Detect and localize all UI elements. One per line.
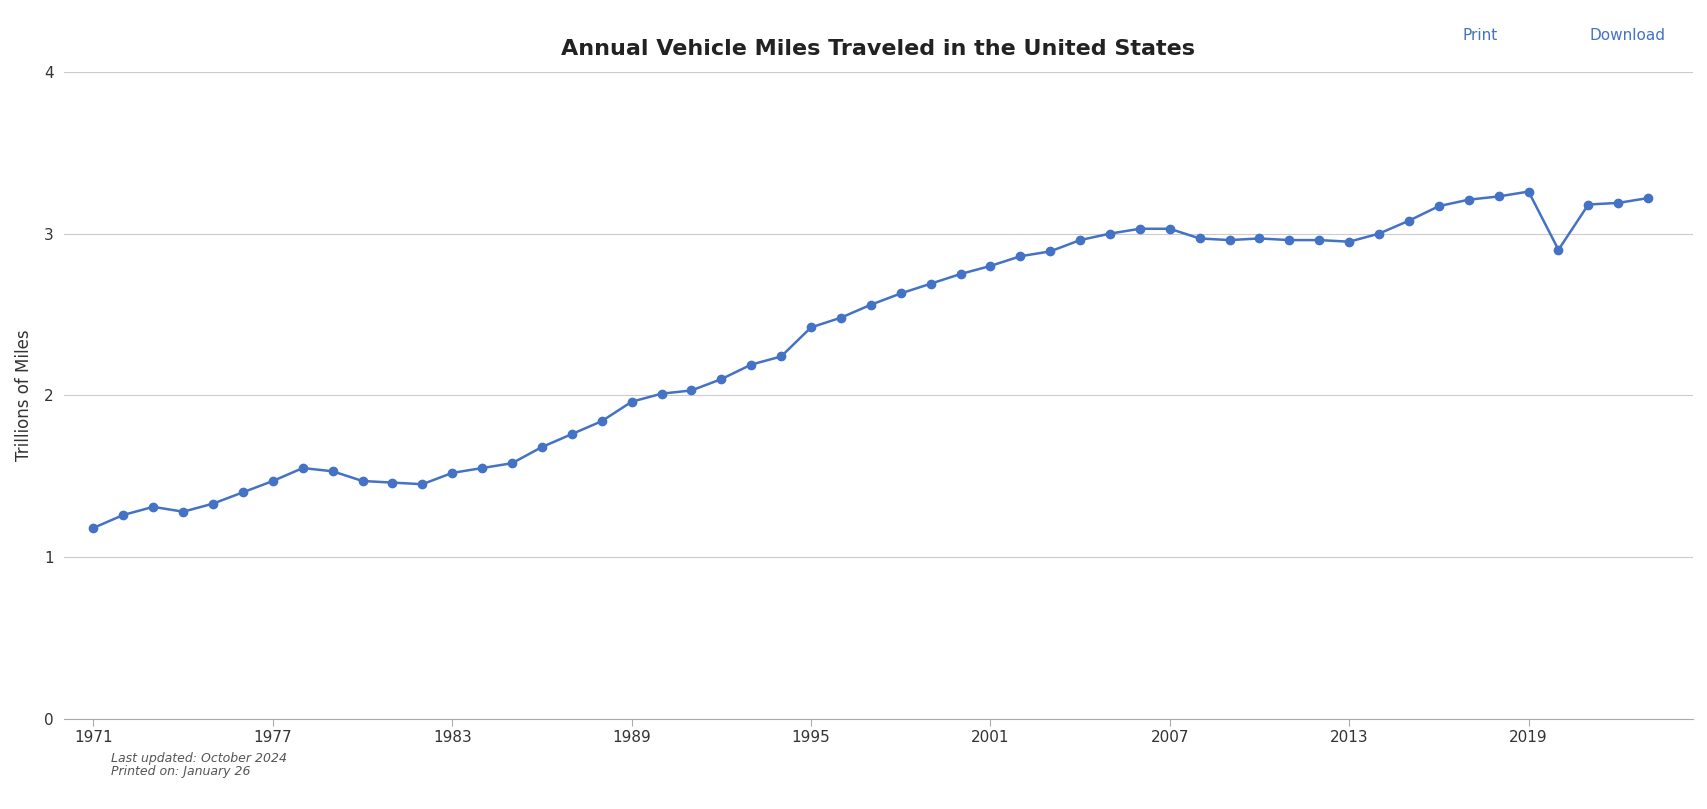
Y-axis label: Trillions of Miles: Trillions of Miles	[15, 329, 32, 461]
Title: Annual Vehicle Miles Traveled in the United States: Annual Vehicle Miles Traveled in the Uni…	[562, 40, 1195, 59]
Text: Download: Download	[1589, 28, 1664, 44]
Text: Last updated: October 2024: Last updated: October 2024	[111, 752, 287, 765]
Text: Printed on: January 26: Printed on: January 26	[111, 765, 251, 778]
Text: Print: Print	[1461, 28, 1497, 44]
